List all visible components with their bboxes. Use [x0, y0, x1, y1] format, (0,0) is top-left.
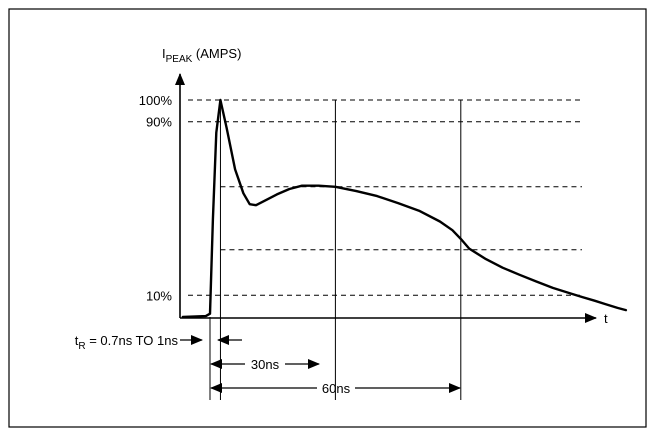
annotation-30ns: 30ns — [210, 357, 320, 372]
y-axis-label-suffix: (AMPS) — [192, 46, 241, 61]
annotation-60ns: 60ns — [210, 381, 461, 396]
reference-lines — [188, 99, 582, 296]
rise-time-label-suffix: = 0.7ns TO 1ns — [86, 333, 179, 348]
vertical-markers — [209, 100, 462, 400]
y-tick-label-90: 90% — [146, 115, 172, 130]
y-axis-label: IPEAK (AMPS) — [162, 46, 241, 65]
y-axis-label-subscript: PEAK — [166, 54, 193, 65]
interval-30ns-label: 30ns — [251, 357, 280, 372]
current-waveform-line — [181, 98, 628, 319]
y-tick-label-10: 10% — [146, 288, 172, 303]
figure-border — [8, 8, 647, 428]
x-axis-label: t — [604, 311, 608, 326]
y-axis-label-main: I — [162, 46, 166, 61]
annotation-rise-time: tR = 0.7ns TO 1ns — [75, 333, 242, 352]
y-tick-labels: 100% 90% 10% — [139, 93, 173, 303]
rise-time-label-subscript: R — [78, 341, 85, 352]
rise-time-label: tR = 0.7ns TO 1ns — [75, 333, 179, 352]
y-tick-label-100: 100% — [139, 93, 173, 108]
interval-60ns-label: 60ns — [322, 381, 351, 396]
rise-time-label-main: t — [75, 333, 79, 348]
